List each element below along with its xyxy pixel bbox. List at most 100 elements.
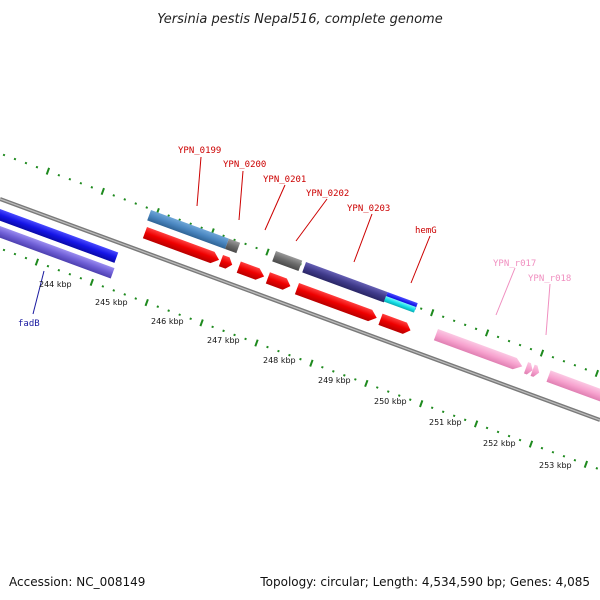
inner-ring-minor-tick — [222, 329, 225, 333]
outer-ring-minor-tick — [463, 323, 467, 327]
outer-ring-minor-tick — [134, 202, 138, 205]
inner-ring-minor-tick — [551, 450, 555, 454]
ypn-r018-rna-a[interactable] — [523, 362, 535, 376]
inner-ring-minor-tick — [386, 390, 390, 393]
genome-backbone — [0, 197, 600, 422]
topology-text: Topology: circular; Length: 4,534,590 bp… — [259, 575, 590, 589]
inner-ring-major-tick — [364, 379, 369, 388]
ypn0202-cds-darkpurple[interactable] — [302, 262, 388, 303]
gene-label-ypn0199[interactable]: YPN_0199 — [178, 146, 221, 156]
ypn0202-arrow-red-a[interactable] — [265, 272, 293, 292]
outer-ring-major-tick — [430, 309, 435, 317]
inner-ring-minor-tick — [134, 297, 138, 300]
inner-ring-major-tick — [528, 440, 534, 448]
inner-ring-minor-tick — [518, 438, 522, 442]
ypn0201-cds-gray[interactable] — [272, 251, 303, 271]
pink-rna-next[interactable] — [546, 370, 600, 403]
ypn0200-arrow-red[interactable] — [218, 254, 234, 270]
gene-label-ypn0201[interactable]: YPN_0201 — [263, 175, 306, 185]
inner-ring-minor-tick — [101, 285, 105, 288]
ypn0202-arrow-red-b[interactable] — [294, 282, 379, 324]
inner-ring-minor-tick — [408, 398, 412, 401]
outer-ring-minor-tick — [452, 319, 456, 323]
fadB-cds-purple[interactable] — [0, 223, 115, 279]
inner-ring-minor-tick — [123, 293, 127, 296]
inner-ring-minor-tick — [266, 345, 269, 349]
outer-ring-minor-tick — [57, 173, 61, 177]
gene-label-ypn-r017[interactable]: YPN_r017 — [493, 259, 536, 269]
outer-ring-minor-tick — [441, 315, 445, 319]
inner-ring-major-tick — [199, 319, 204, 327]
outer-ring-minor-tick — [35, 165, 39, 169]
outer-ring-minor-tick — [507, 339, 511, 343]
ypn0199-arrow-red[interactable] — [142, 227, 221, 266]
ypn0200-cds-gray[interactable] — [225, 238, 241, 254]
ypn0201-arrow-red[interactable] — [236, 261, 266, 283]
gene-label-ypn0200[interactable]: YPN_0200 — [223, 160, 266, 170]
outer-ring-major-tick — [484, 329, 490, 337]
scale-label-251: 251 kbp — [429, 418, 462, 427]
hemG-cds-cyan[interactable] — [383, 296, 417, 313]
inner-ring-minor-tick — [46, 264, 50, 268]
inner-ring-minor-tick — [244, 337, 247, 341]
accession-text: Accession: NC_008149 — [9, 575, 145, 589]
gene-label-ypn0202[interactable]: YPN_0202 — [306, 189, 349, 199]
inner-ring-minor-tick — [321, 365, 324, 369]
inner-ring-minor-tick — [496, 430, 500, 434]
gene-label-hemG[interactable]: hemG — [415, 226, 437, 236]
outer-ring-minor-tick — [584, 368, 588, 371]
scale-label-250: 250 kbp — [374, 397, 407, 406]
gene-label-ypn0203[interactable]: YPN_0203 — [347, 204, 390, 214]
inner-ring-minor-tick — [57, 268, 61, 272]
scale-label-248: 248 kbp — [263, 356, 296, 365]
inner-ring-minor-tick — [441, 410, 445, 414]
map-title: Yersinia pestis Nepal516, complete genom… — [157, 12, 442, 27]
outer-ring-minor-tick — [233, 238, 236, 242]
outer-ring-major-tick — [539, 349, 545, 357]
inner-ring-minor-tick — [540, 446, 544, 450]
outer-ring-minor-tick — [178, 218, 181, 221]
inner-ring-minor-tick — [452, 414, 456, 418]
fadB-cds-blue[interactable] — [0, 206, 119, 263]
outer-ring-minor-tick — [222, 234, 225, 238]
inner-ring-major-tick — [144, 298, 149, 307]
inner-ring-minor-tick — [562, 454, 566, 458]
outer-ring-minor-tick — [419, 307, 423, 310]
scale-labels: 244 kbp 245 kbp 246 kbp 247 kbp 248 kbp … — [39, 280, 572, 470]
inner-ring-minor-tick — [485, 426, 489, 430]
inner-ring-minor-tick — [397, 394, 401, 397]
ypn-r018-rna-b[interactable] — [530, 364, 542, 379]
inner-ring-minor-tick — [2, 248, 6, 252]
scale-label-246: 246 kbp — [151, 317, 184, 326]
outer-ring-minor-tick — [244, 242, 247, 246]
gene-label-fadB[interactable]: fadB — [18, 319, 40, 329]
inner-ring-minor-tick — [595, 467, 599, 470]
outer-ring-minor-tick — [68, 177, 72, 181]
inner-ring-minor-tick — [167, 309, 170, 312]
inner-ring-major-tick — [473, 420, 479, 428]
outer-ring-minor-tick — [145, 206, 149, 209]
outer-ring-minor-tick — [255, 246, 258, 250]
inner-ring-minor-tick — [430, 406, 434, 410]
scale-label-253: 253 kbp — [539, 461, 572, 470]
outer-ring-minor-tick — [551, 355, 555, 359]
ypn0203-arrow-red[interactable] — [378, 313, 412, 336]
outer-ring-minor-tick — [79, 182, 83, 185]
outer-ring-minor-tick — [2, 153, 6, 157]
outer-ring-minor-tick — [562, 359, 566, 363]
inner-ring-major-tick — [254, 339, 259, 347]
outer-ring-minor-tick — [474, 327, 478, 331]
outer-ring-major-tick — [45, 167, 51, 175]
inner-ring-minor-tick — [354, 378, 357, 381]
scale-label-249: 249 kbp — [318, 376, 351, 385]
inner-ring-minor-tick — [375, 386, 379, 389]
ypn0199-cds[interactable] — [147, 210, 229, 249]
inner-ring-minor-tick — [332, 370, 335, 373]
inner-ring-minor-tick — [573, 458, 577, 462]
gene-label-ypn-r018[interactable]: YPN_r018 — [528, 274, 571, 284]
outer-ring-major-tick — [594, 369, 600, 378]
inner-tick-ring — [2, 248, 599, 470]
ypn-r017-rna[interactable] — [433, 329, 524, 372]
outer-ring-minor-tick — [200, 226, 203, 230]
inner-ring-minor-tick — [24, 256, 28, 260]
